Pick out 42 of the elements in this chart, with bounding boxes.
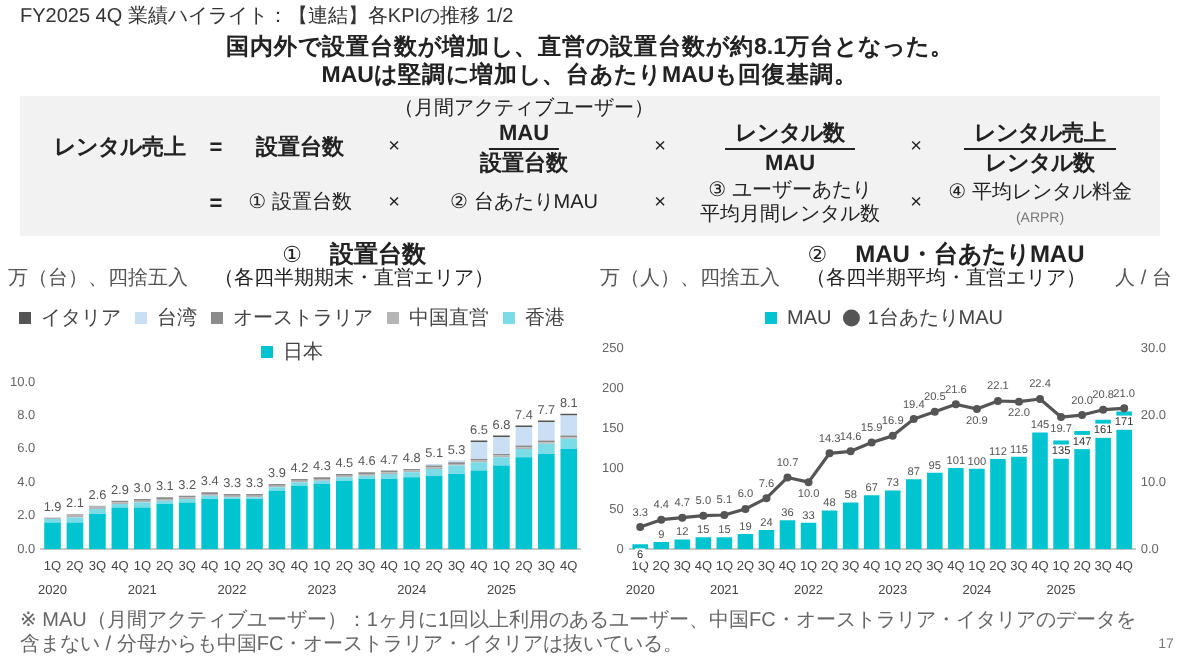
text: 設置台数: [256, 136, 344, 160]
chart-subtitle: （各四半期期末・直営エリア）: [214, 268, 494, 290]
text: レンタル数: [985, 152, 1095, 176]
text: ① 設置台数: [248, 192, 352, 216]
legend-label: MAU: [787, 307, 832, 330]
text: ×: [654, 192, 666, 216]
y-axis-title: 万（台）、四捨五入: [8, 268, 188, 290]
legend-label: オーストラリア: [233, 307, 373, 330]
text: 国内外で設置台数が増加し、直営の設置台数が約8.1万台となった。 MAUは堅調に増加し、台あたりMAUも回復基調。: [226, 36, 954, 88]
text: 設置台数: [480, 152, 568, 176]
legend-label: イタリア: [41, 307, 121, 330]
text: ※ MAU（月間アクティブユーザー）：1ヶ月に1回以上利用のあるユーザー、中国FC・オーストラリア・イタリアのデータを含まない / 分母からも中国FC・オーストラリア・イタリアは抜いている。: [20, 610, 1138, 658]
text: レンタル売上: [54, 136, 186, 160]
text: （月間アクティブユーザー）: [394, 98, 654, 122]
text: ×: [910, 136, 922, 160]
y2-axis-title: 人 / 台: [1115, 268, 1172, 290]
text: =: [209, 192, 223, 216]
text: ×: [654, 136, 666, 160]
chart-title: 設置台数: [329, 240, 426, 268]
text: ×: [388, 192, 400, 216]
text: ×: [388, 136, 400, 160]
legend-label: 日本: [283, 339, 323, 364]
text: ×: [910, 192, 922, 216]
text: ④ 平均レンタル料金: [948, 182, 1132, 206]
legend-label: 1台あたりMAU: [867, 305, 1004, 330]
y-axis-title: 万（人）、四捨五入: [600, 268, 780, 290]
text: ③ ユーザーあたり: [708, 180, 872, 204]
text: ② 台あたりMAU: [450, 192, 598, 216]
text: FY2025 4Q 業績ハイライト：【連結】各KPIの推移 1/2: [20, 6, 514, 30]
legend-label: 台湾: [157, 305, 197, 330]
text: ②: [807, 244, 828, 268]
text: MAU: [488, 122, 560, 150]
legend-label: 中国直営: [409, 305, 489, 330]
chart-title: MAU・台あたりMAU: [855, 240, 1085, 268]
text: ①: [282, 244, 302, 268]
legend-label: 香港: [525, 305, 565, 330]
text: 平均月間レンタル数: [700, 204, 880, 228]
chart-subtitle: （各四半期平均・直営エリア）: [806, 268, 1086, 290]
text: レンタル数: [725, 122, 855, 150]
text: レンタル売上: [964, 122, 1116, 150]
text: =: [209, 136, 223, 160]
text: MAU: [764, 152, 816, 176]
